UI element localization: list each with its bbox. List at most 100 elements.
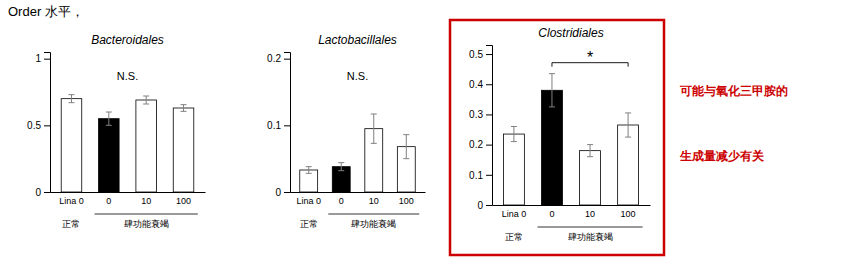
y-tick: 0.4 [469, 79, 492, 90]
x-tick-label: 0 [549, 209, 554, 219]
x-tick-label: Lina 0 [502, 209, 527, 219]
annotation: N.S. [117, 70, 138, 82]
group-underline [537, 227, 642, 228]
y-tick-mark [284, 192, 290, 193]
y-tick-mark [44, 59, 50, 60]
highlight-frame [450, 20, 664, 255]
y-tick-label: 0 [275, 187, 281, 198]
x-tick-label: 10 [585, 209, 595, 219]
figure-title: Order 水平， [8, 4, 84, 19]
error-bar-line [549, 74, 555, 107]
y-axis-line [284, 53, 291, 193]
y-tick-mark [486, 145, 492, 146]
x-tick-label: 10 [369, 196, 379, 206]
y-tick: 0.3 [469, 109, 492, 120]
group-label: 正常 [62, 219, 80, 229]
y-tick-mark [486, 84, 492, 85]
y-axis: 00.51 [27, 53, 50, 198]
y-axis: 0 0.1 0.2 [267, 53, 290, 198]
y-tick: 0.2 [469, 139, 492, 150]
y-tick-mark [486, 114, 492, 115]
error-bar-line [143, 96, 149, 104]
x-tick-label: 100 [621, 209, 636, 219]
bar [99, 119, 120, 192]
x-tick-label: 0 [106, 196, 111, 206]
x-tick: Lina 0 [59, 192, 84, 206]
x-tick: 10 [585, 205, 595, 219]
error-bar [549, 74, 555, 107]
y-tick: 0.5 [469, 49, 492, 60]
side-annotation: 生成量减少有关 [679, 149, 765, 163]
error-bar-line [587, 145, 593, 157]
y-tick: 0 [275, 187, 290, 198]
y-axis-line [486, 46, 493, 206]
y-tick: 1 [35, 53, 50, 64]
y-tick: 0 [477, 200, 492, 211]
group-label: 肆功能衰竭 [124, 219, 169, 229]
y-tick: 0 [35, 187, 50, 198]
panel: 00.51Lina 0010100正常肆功能衰竭BacteroidalesN.S… [27, 33, 205, 229]
x-axis-line [291, 192, 426, 193]
group-underline [328, 214, 419, 215]
x-tick: 100 [399, 192, 414, 206]
y-tick-label: 0.4 [469, 79, 483, 90]
x-tick-label: Lina 0 [296, 196, 321, 206]
group-label: 正常 [505, 232, 523, 242]
annotation: N.S. [347, 70, 368, 82]
y-tick-label: 1 [35, 53, 41, 64]
bar [61, 99, 82, 192]
x-tick: 100 [176, 192, 191, 206]
plot-area [503, 74, 638, 205]
y-axis-line [44, 53, 51, 193]
y-tick-mark [44, 192, 50, 193]
x-tick-label: 100 [176, 196, 191, 206]
significance-label: * [587, 49, 593, 66]
y-tick-mark [284, 59, 290, 60]
y-tick-label: 0 [477, 200, 483, 211]
x-axis: Lina 0 0 10 100 [291, 192, 426, 206]
side-annotation: 可能与氧化三甲胺的 [679, 84, 788, 98]
x-tick: 0 [549, 205, 554, 219]
chart-root: Order 水平，00.51Lina 0010100正常肆功能衰竭Bactero… [0, 0, 859, 277]
error-bar-line [106, 112, 112, 125]
y-tick: 0.1 [267, 120, 290, 131]
y-tick-label: 0.5 [469, 49, 483, 60]
bar [580, 151, 601, 205]
y-tick-label: 0.2 [267, 53, 281, 64]
error-bar [338, 163, 344, 171]
bar [541, 90, 562, 205]
error-bar [68, 95, 74, 103]
group-label: 肆功能衰竭 [351, 219, 396, 229]
x-tick-label: 0 [339, 196, 344, 206]
x-tick-label: 100 [399, 196, 414, 206]
x-axis: Lina 0 0 10 100 [493, 205, 651, 219]
error-bar-line [181, 105, 187, 112]
error-bar [403, 135, 409, 159]
error-bar [143, 96, 149, 104]
bar [173, 108, 194, 192]
x-tick: 100 [621, 205, 636, 219]
error-bar-line [371, 114, 377, 143]
x-axis-line [51, 192, 206, 193]
bar [136, 100, 157, 192]
plot-area [300, 114, 415, 192]
y-tick-mark [284, 125, 290, 126]
error-bar-line [306, 167, 312, 174]
panel-title: Bacteroidales [91, 33, 164, 47]
error-bar [511, 127, 517, 142]
x-tick: Lina 0 [296, 192, 321, 206]
x-tick: 0 [106, 192, 111, 206]
error-bar [371, 114, 377, 143]
y-tick: 0.1 [469, 170, 492, 181]
y-axis: 0 0.1 0.2 0.3 0.4 0.5 [469, 46, 492, 211]
error-bar-line [338, 163, 344, 171]
y-tick: 0.2 [267, 53, 290, 64]
bar [503, 134, 524, 205]
error-bar [306, 167, 312, 174]
y-tick: 0.5 [27, 120, 50, 131]
group-label: 正常 [300, 219, 318, 229]
group-underline [95, 214, 198, 215]
x-tick-label: 10 [141, 196, 151, 206]
y-tick-label: 0.5 [27, 120, 41, 131]
x-axis-line [493, 205, 651, 206]
